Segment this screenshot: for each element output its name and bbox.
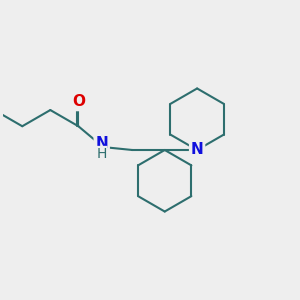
Text: H: H bbox=[97, 146, 107, 161]
Text: N: N bbox=[191, 142, 203, 158]
Text: O: O bbox=[72, 94, 85, 110]
Text: N: N bbox=[95, 136, 108, 151]
